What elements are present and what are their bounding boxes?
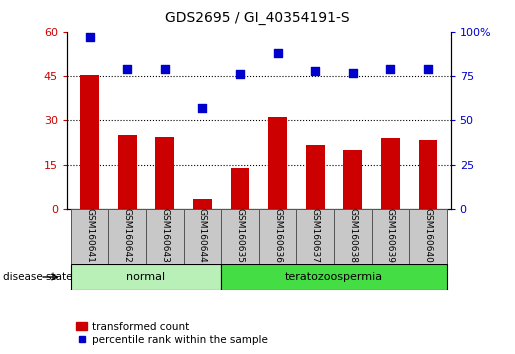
Bar [268, 118, 287, 209]
Bar [419, 139, 437, 209]
Point [349, 70, 357, 75]
Text: GSM160640: GSM160640 [423, 208, 433, 263]
Bar [231, 167, 249, 209]
Bar [409, 209, 447, 264]
Text: GSM160643: GSM160643 [160, 208, 169, 263]
Bar [381, 138, 400, 209]
Text: GSM160638: GSM160638 [348, 208, 357, 263]
Text: GSM160639: GSM160639 [386, 208, 395, 263]
Point [198, 105, 207, 111]
Point [386, 66, 394, 72]
Bar [183, 209, 221, 264]
Bar [297, 209, 334, 264]
Bar [71, 264, 221, 290]
Bar [108, 209, 146, 264]
Legend: transformed count, percentile rank within the sample: transformed count, percentile rank withi… [72, 317, 272, 349]
Text: GSM160644: GSM160644 [198, 208, 207, 263]
Bar [221, 264, 447, 290]
Bar [146, 209, 183, 264]
Bar [156, 137, 174, 209]
Point [273, 50, 282, 56]
Text: GSM160642: GSM160642 [123, 208, 132, 263]
Bar [344, 150, 362, 209]
Bar [193, 199, 212, 209]
Text: GSM160641: GSM160641 [85, 208, 94, 263]
Point [85, 34, 94, 40]
Text: disease state: disease state [3, 272, 72, 282]
Bar [372, 209, 409, 264]
Bar [71, 209, 108, 264]
Point [311, 68, 319, 74]
Point [424, 66, 432, 72]
Point [123, 66, 131, 72]
Text: teratozoospermia: teratozoospermia [285, 272, 383, 282]
Point [161, 66, 169, 72]
Bar [259, 209, 297, 264]
Bar [118, 135, 136, 209]
Text: GSM160635: GSM160635 [235, 208, 245, 263]
Text: GDS2695 / GI_40354191-S: GDS2695 / GI_40354191-S [165, 11, 350, 25]
Text: GSM160637: GSM160637 [311, 208, 320, 263]
Bar [334, 209, 372, 264]
Bar [80, 75, 99, 209]
Bar [221, 209, 259, 264]
Bar [306, 145, 324, 209]
Text: GSM160636: GSM160636 [273, 208, 282, 263]
Text: normal: normal [126, 272, 165, 282]
Point [236, 72, 244, 77]
